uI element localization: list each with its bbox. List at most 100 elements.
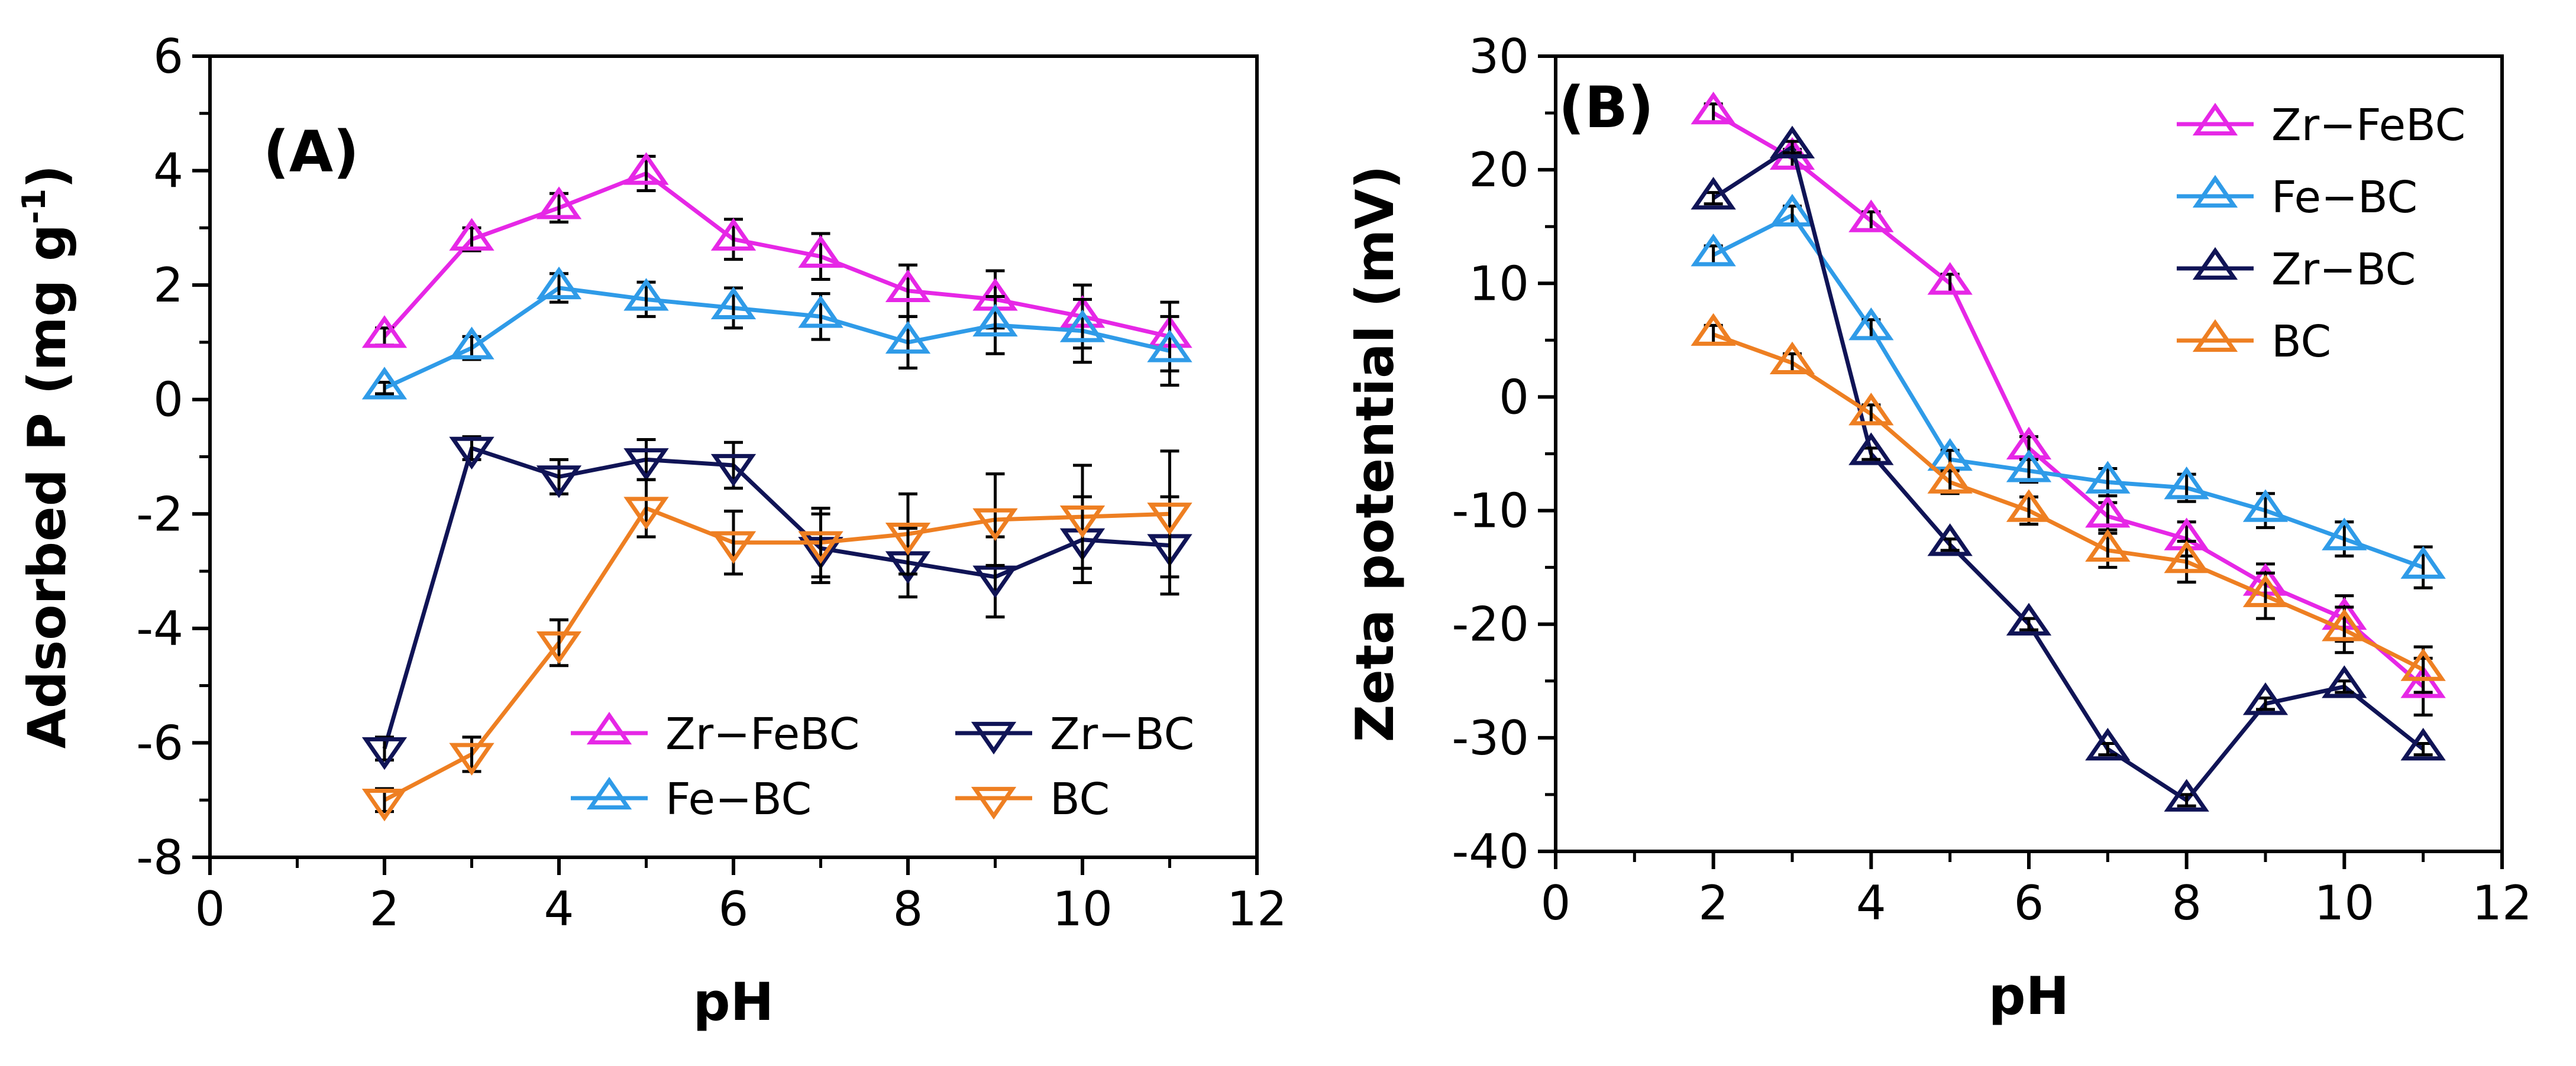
x-tick-label: 4 bbox=[544, 882, 574, 937]
series-bc bbox=[1691, 313, 2446, 694]
data-point bbox=[1848, 432, 1894, 465]
series-line bbox=[383, 286, 1171, 390]
series-febc bbox=[1691, 193, 2446, 589]
legend-entry: Zr−FeBC bbox=[2271, 100, 2465, 151]
data-point bbox=[1691, 313, 1736, 346]
data-point bbox=[2242, 682, 2289, 715]
data-point bbox=[710, 286, 757, 320]
legend-marker bbox=[2192, 102, 2238, 136]
data-point bbox=[2400, 648, 2446, 681]
data-point bbox=[710, 453, 757, 487]
y-tick-label: -20 bbox=[1452, 597, 1529, 652]
y-tick-label: 20 bbox=[1469, 142, 1529, 197]
x-tick-label: 6 bbox=[719, 882, 749, 937]
data-point bbox=[1691, 91, 1736, 125]
legend: Zr−FeBC Fe−BC Zr−BC BC bbox=[571, 709, 1194, 825]
x-tick-label: 8 bbox=[893, 882, 923, 937]
legend-marker bbox=[971, 721, 1017, 755]
data-point bbox=[1848, 199, 1894, 232]
panel-label: (B) bbox=[1559, 74, 1654, 141]
y-tick-label: 0 bbox=[1499, 370, 1529, 425]
legend-entry: BC bbox=[1050, 774, 1110, 825]
data-point bbox=[1769, 125, 1815, 158]
data-point bbox=[2400, 727, 2446, 761]
data-point bbox=[2085, 461, 2131, 494]
legend-entry: Zr−BC bbox=[1050, 709, 1194, 760]
data-point bbox=[2322, 665, 2367, 698]
data-point bbox=[1769, 193, 1815, 227]
data-point bbox=[885, 320, 931, 354]
data-point bbox=[1147, 503, 1192, 536]
y-axis-title-close: ) bbox=[17, 165, 77, 189]
chart-a: 0 2 4 6 8 10 12 -8 -6 -4 -2 0 2 4 6 pH Adsorbed P (mg g-… bbox=[15, 29, 1287, 1032]
x-tick-label: 12 bbox=[2472, 876, 2532, 931]
data-point bbox=[885, 269, 931, 302]
data-point bbox=[1147, 329, 1192, 362]
data-point bbox=[710, 531, 757, 564]
data-point bbox=[623, 152, 669, 185]
x-axis-title: pH bbox=[1989, 965, 2070, 1026]
legend-entry: Zr−FeBC bbox=[665, 709, 859, 760]
data-point bbox=[1691, 177, 1736, 210]
data-point bbox=[972, 565, 1018, 598]
series-line bbox=[382, 446, 1170, 750]
data-point bbox=[361, 737, 408, 770]
x-tick-label: 4 bbox=[1856, 876, 1886, 931]
x-tick-label: 2 bbox=[1698, 876, 1728, 931]
data-point bbox=[536, 631, 582, 665]
data-point bbox=[449, 436, 494, 470]
data-point bbox=[2164, 466, 2209, 500]
data-point bbox=[623, 448, 669, 481]
y-axis-title-superscript: -1 bbox=[15, 189, 53, 224]
data-point bbox=[2085, 529, 2131, 562]
legend-marker bbox=[2192, 319, 2238, 352]
data-point bbox=[1927, 461, 1973, 494]
data-point bbox=[2164, 779, 2209, 812]
data-point bbox=[1691, 234, 1736, 267]
data-point bbox=[2400, 665, 2446, 698]
legend-entry: Fe−BC bbox=[2271, 172, 2417, 223]
y-axis-title: Zeta potential (mV) bbox=[1344, 165, 1405, 742]
data-point bbox=[798, 235, 843, 268]
data-point bbox=[361, 367, 408, 400]
data-point bbox=[2006, 449, 2052, 482]
y-tick-label: -6 bbox=[136, 715, 183, 770]
x-tick-label: 10 bbox=[2314, 876, 2374, 931]
x-axis-title: pH bbox=[693, 971, 774, 1032]
data-point bbox=[798, 295, 843, 328]
x-tick-label: 0 bbox=[1541, 876, 1571, 931]
x-tick-label: 6 bbox=[2014, 876, 2044, 931]
data-point bbox=[885, 522, 931, 556]
legend-marker bbox=[586, 711, 632, 745]
data-point bbox=[1848, 393, 1894, 426]
y-tick-label: -2 bbox=[136, 487, 183, 542]
data-point bbox=[798, 531, 843, 564]
y-tick-label: 2 bbox=[153, 258, 183, 313]
y-tick-label: -8 bbox=[136, 830, 183, 885]
legend: Zr−FeBC Fe−BC Zr−BC BC bbox=[2177, 100, 2465, 367]
data-point bbox=[623, 497, 669, 530]
data-point bbox=[1059, 505, 1106, 539]
x-tick-label: 8 bbox=[2171, 876, 2202, 931]
data-point bbox=[2242, 574, 2289, 607]
data-point bbox=[972, 303, 1018, 337]
y-tick-label: 6 bbox=[153, 29, 183, 84]
x-tick-label: 2 bbox=[370, 882, 400, 937]
x-tick-label: 10 bbox=[1052, 882, 1113, 937]
data-point bbox=[449, 743, 494, 776]
series-zrfebc bbox=[361, 152, 1192, 372]
data-point bbox=[2242, 489, 2289, 522]
y-tick-label: 30 bbox=[1469, 29, 1529, 84]
y-tick-label: -4 bbox=[136, 601, 183, 656]
data-point bbox=[536, 186, 582, 219]
data-point bbox=[536, 266, 582, 300]
legend-entry: BC bbox=[2271, 316, 2331, 367]
data-point bbox=[623, 278, 669, 311]
legend-marker bbox=[2192, 247, 2238, 280]
data-point bbox=[449, 326, 494, 359]
data-point bbox=[2400, 546, 2446, 579]
data-point bbox=[1769, 341, 1815, 374]
legend-marker bbox=[586, 776, 632, 810]
series-line bbox=[383, 506, 1170, 802]
